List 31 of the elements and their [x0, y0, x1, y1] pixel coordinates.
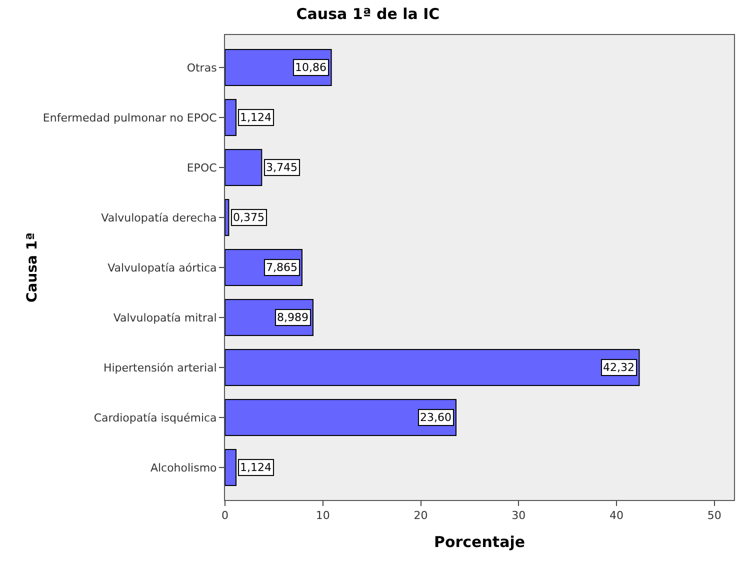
y-tick-label: EPOC: [186, 161, 218, 174]
y-tick-label: Alcoholismo: [150, 461, 218, 474]
data-label: 10,86: [295, 61, 326, 74]
data-label: 8,989: [277, 311, 308, 324]
x-axis-title: Porcentaje: [434, 533, 526, 552]
data-label: 0,375: [233, 211, 264, 224]
x-tick-label: 20: [414, 509, 428, 522]
data-label: 1,124: [240, 111, 272, 124]
chart-title: Causa 1ª de la IC: [296, 4, 440, 23]
bar: [225, 199, 230, 236]
bar: [225, 149, 262, 186]
x-tick-label: 30: [512, 509, 526, 522]
y-tick-label: Valvulopatía aórtica: [108, 261, 217, 274]
bar: [225, 349, 640, 386]
x-tick-label: 40: [610, 509, 624, 522]
y-tick-label: Cardiopatía isquémica: [94, 411, 217, 424]
x-tick-label: 0: [222, 509, 228, 522]
bar: [225, 399, 457, 436]
data-label: 1,124: [240, 461, 272, 474]
data-label: 42,32: [603, 361, 634, 374]
data-label: 23,60: [420, 411, 452, 424]
y-axis-title: Causa 1ª: [24, 232, 41, 302]
x-tick-label: 50: [707, 509, 722, 522]
y-tick-label: Otras: [186, 61, 218, 74]
y-tick-label: Hipertensión arterial: [103, 361, 217, 374]
y-tick-label: Valvulopatía mitral: [113, 311, 217, 324]
y-tick-label: Enfermedad pulmonar no EPOC: [42, 111, 218, 124]
data-label: 3,745: [266, 161, 298, 174]
y-tick-label: Valvulopatía derecha: [101, 211, 217, 224]
data-label: 7,865: [266, 261, 298, 274]
x-tick-label: 10: [316, 509, 330, 522]
